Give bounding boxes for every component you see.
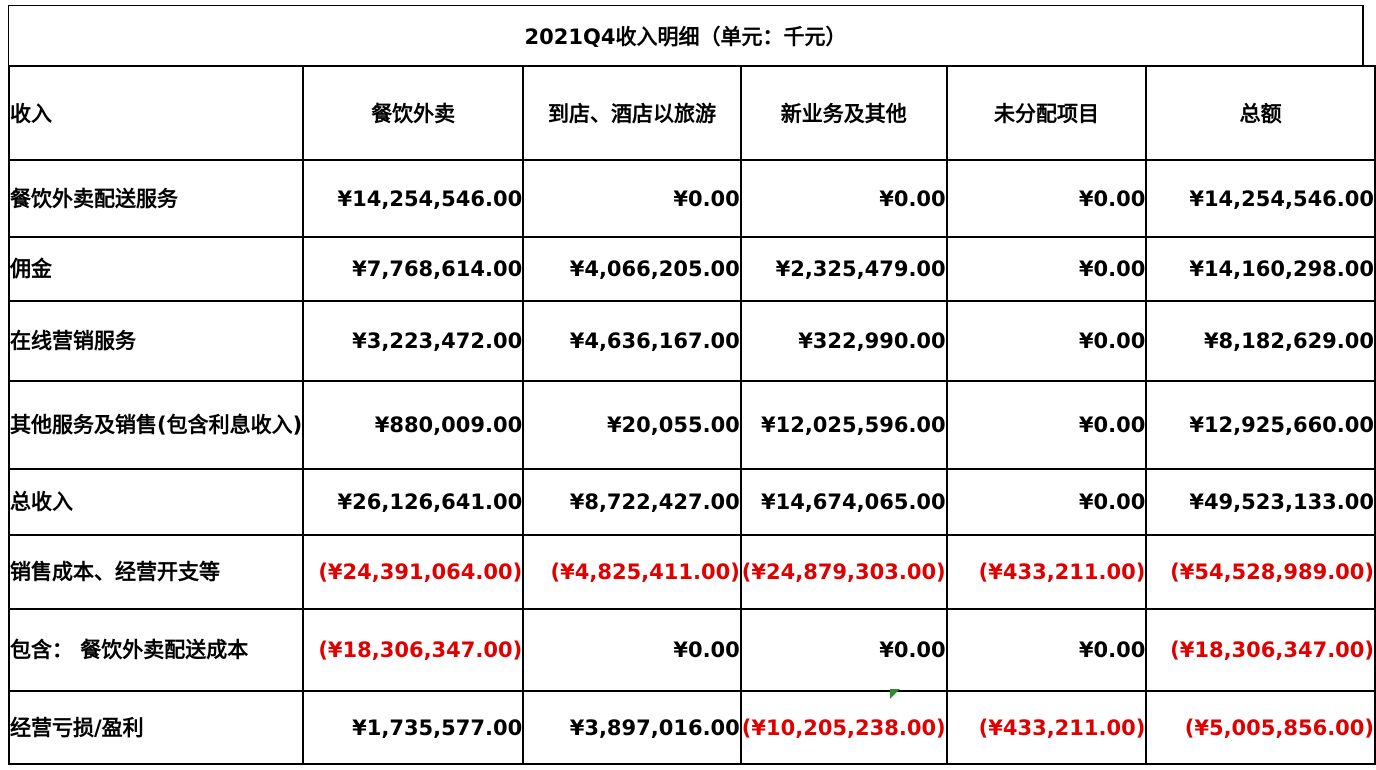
value-cell[interactable]: ¥14,254,546.00 [1145, 159, 1376, 238]
value-cell[interactable]: ¥0.00 [945, 468, 1148, 536]
value-cell[interactable]: (¥433,211.00) [945, 534, 1148, 610]
value-cell[interactable]: ¥12,925,660.00 [1145, 380, 1376, 470]
value-cell[interactable]: ¥322,990.00 [739, 300, 948, 382]
value-cell[interactable]: ¥0.00 [945, 608, 1148, 692]
value-cell[interactable]: (¥5,005,856.00) [1145, 690, 1376, 765]
value-cell[interactable]: (¥54,528,989.00) [1145, 534, 1376, 610]
value-cell[interactable]: ¥3,223,472.00 [302, 300, 525, 382]
value-cell[interactable]: (¥24,879,303.00) [739, 534, 948, 610]
cell-comment-marker-icon [890, 689, 900, 699]
value-cell[interactable]: ¥12,025,596.00 [739, 380, 948, 470]
header-cell[interactable]: 总额 [1145, 65, 1376, 161]
row-label-cell[interactable]: 餐饮外卖配送服务 [7, 159, 305, 238]
header-cell[interactable]: 收入 [7, 65, 305, 161]
value-cell[interactable]: ¥1,735,577.00 [302, 690, 525, 765]
value-cell[interactable]: ¥26,126,641.00 [302, 468, 525, 536]
table-row: 总收入 ¥26,126,641.00 ¥8,722,427.00 ¥14,674… [7, 468, 1376, 536]
table-row: 佣金 ¥7,768,614.00 ¥4,066,205.00 ¥2,325,47… [7, 236, 1376, 302]
value-cell[interactable]: ¥8,722,427.00 [522, 468, 742, 536]
table-title[interactable]: 2021Q4收入明细（单元：千元） [8, 5, 1364, 65]
value-cell[interactable]: ¥14,160,298.00 [1145, 236, 1376, 302]
header-cell[interactable]: 新业务及其他 [739, 65, 948, 161]
row-label-cell[interactable]: 其他服务及销售(包含利息收入) [7, 380, 305, 470]
value-cell[interactable]: ¥0.00 [945, 236, 1148, 302]
row-label-cell[interactable]: 经营亏损/盈利 [7, 690, 305, 765]
table-row: 在线营销服务 ¥3,223,472.00 ¥4,636,167.00 ¥322,… [7, 300, 1376, 382]
value-cell[interactable]: ¥14,254,546.00 [302, 159, 525, 238]
value-cell[interactable]: ¥4,636,167.00 [522, 300, 742, 382]
row-label-cell[interactable]: 销售成本、经营开支等 [7, 534, 305, 610]
value-cell[interactable]: ¥880,009.00 [302, 380, 525, 470]
value-cell[interactable]: (¥18,306,347.00) [302, 608, 525, 692]
header-row: 收入 餐饮外卖 到店、酒店以旅游 新业务及其他 未分配项目 总额 [7, 65, 1376, 161]
revenue-table: 收入 餐饮外卖 到店、酒店以旅游 新业务及其他 未分配项目 总额 餐饮外卖配送服… [7, 65, 1376, 765]
row-label-cell[interactable]: 在线营销服务 [7, 300, 305, 382]
value-cell[interactable]: (¥4,825,411.00) [522, 534, 742, 610]
table-row: 餐饮外卖配送服务 ¥14,254,546.00 ¥0.00 ¥0.00 ¥0.0… [7, 159, 1376, 238]
header-cell[interactable]: 到店、酒店以旅游 [522, 65, 742, 161]
value-cell[interactable]: ¥0.00 [739, 159, 948, 238]
row-label-cell[interactable]: 包含： 餐饮外卖配送成本 [7, 608, 305, 692]
value-cell[interactable]: (¥10,205,238.00) [739, 690, 948, 765]
row-label-cell[interactable]: 佣金 [7, 236, 305, 302]
value-cell[interactable]: (¥433,211.00) [945, 690, 1148, 765]
header-cell[interactable]: 餐饮外卖 [302, 65, 525, 161]
value-cell[interactable]: (¥24,391,064.00) [302, 534, 525, 610]
value-cell[interactable]: ¥8,182,629.00 [1145, 300, 1376, 382]
value-cell[interactable]: ¥0.00 [945, 380, 1148, 470]
row-label-cell[interactable]: 总收入 [7, 468, 305, 536]
value-cell[interactable]: ¥4,066,205.00 [522, 236, 742, 302]
value-cell[interactable]: ¥0.00 [739, 608, 948, 692]
value-cell[interactable]: ¥0.00 [945, 159, 1148, 238]
value-cell[interactable]: ¥0.00 [522, 159, 742, 238]
value-cell[interactable]: ¥14,674,065.00 [739, 468, 948, 536]
value-cell[interactable]: ¥0.00 [945, 300, 1148, 382]
value-cell[interactable]: ¥49,523,133.00 [1145, 468, 1376, 536]
value-cell[interactable]: ¥0.00 [522, 608, 742, 692]
header-cell[interactable]: 未分配项目 [945, 65, 1148, 161]
value-cell[interactable]: ¥2,325,479.00 [739, 236, 948, 302]
table-row: 其他服务及销售(包含利息收入) ¥880,009.00 ¥20,055.00 ¥… [7, 380, 1376, 470]
table-row: 包含： 餐饮外卖配送成本 (¥18,306,347.00) ¥0.00 ¥0.0… [7, 608, 1376, 692]
value-cell[interactable]: (¥18,306,347.00) [1145, 608, 1376, 692]
table-row: 经营亏损/盈利 ¥1,735,577.00 ¥3,897,016.00 (¥10… [7, 690, 1376, 765]
table-row: 销售成本、经营开支等 (¥24,391,064.00) (¥4,825,411.… [7, 534, 1376, 610]
value-cell[interactable]: ¥20,055.00 [522, 380, 742, 470]
value-cell[interactable]: ¥3,897,016.00 [522, 690, 742, 765]
value-cell[interactable]: ¥7,768,614.00 [302, 236, 525, 302]
